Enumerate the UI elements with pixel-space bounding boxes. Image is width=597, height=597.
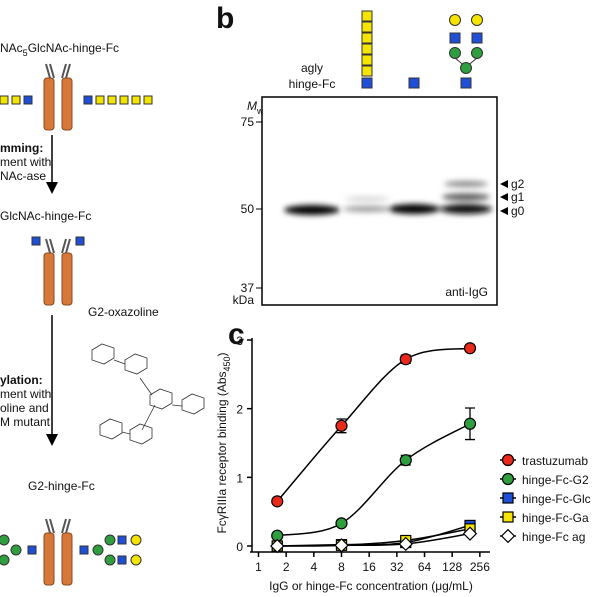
step2-line: M mutant [0,415,51,429]
band-label: g0 [511,204,525,218]
series-line [277,528,471,547]
step2-line: ment with [0,387,51,401]
lane-label-line: hinge-Fc [289,77,336,91]
series-line [276,347,471,502]
legend-marker [500,528,516,544]
series-line [277,423,471,537]
middle-label: GlcNAc-hinge-Fc [0,209,91,223]
legend-label: hinge-Fc-Ga [522,511,589,525]
point [335,517,348,530]
x-tick-label: 64 [418,560,432,574]
y-axis-label-part: FcγRIIIa receptor binding (Abs [215,371,229,533]
step1-line: ment with [0,155,51,169]
lane-glycans [361,10,483,89]
panel-letter: c [228,318,245,351]
y-tick-label: 2 [236,403,243,417]
mw-marker: 50 [241,202,255,216]
bands [284,181,492,215]
legend-label: trastuzumab [522,454,588,468]
mw-marker: 37 [241,281,255,295]
legend-marker [501,453,515,467]
point [399,353,412,366]
glycan [75,236,85,246]
legend-marker [502,492,514,504]
step1-line: NAc-ase [0,169,46,183]
y-axis-label-part: ) [215,352,229,356]
antibody-label: anti-IgG [445,285,488,299]
lane-label-line: agly [301,61,323,75]
legend-marker [502,511,514,523]
g2-glycans [0,534,142,566]
point [399,454,412,467]
point [463,342,477,355]
band-label: g1 [511,190,525,204]
antibody-icon [43,63,73,131]
panel-a: NAc5GlcNAc-hinge-Fc mming: ment with NAc… [0,41,205,586]
bottom-label: G2-hinge-Fc [28,479,95,493]
panel-letter: b [216,2,234,35]
legend-label: hinge-Fc ag [522,530,585,544]
antibody-icon [43,238,73,306]
arrowhead [500,193,508,201]
glycan-chain [0,95,153,105]
point [334,538,349,553]
x-tick-label: 256 [470,560,490,574]
point [462,526,478,541]
point [270,538,285,554]
mw-marker: 75 [241,115,255,129]
y-tick-label: 1 [236,471,243,485]
x-tick-label: 128 [442,560,462,574]
x-axis-label: IgG or hinge-Fc concentration (μg/mL) [269,579,473,593]
lane-label: agly hinge-Fc [289,61,336,91]
step2-line: ylation: [0,373,43,387]
band-label: g2 [511,177,525,191]
y-axis-label-part: 450 [222,356,232,371]
unit: kDa [233,293,255,307]
x-tick-label: 1 [255,560,262,574]
mw-label: Mw [247,99,264,116]
x-tick-label: 4 [310,560,317,574]
blot-frame [261,96,498,306]
arrowhead [500,180,508,188]
top-label: NAc5GlcNAc-hinge-Fc [0,41,119,58]
point [335,419,348,432]
chemical-structure [91,343,205,445]
series-line [277,532,471,547]
mw-ticks: 75 50 37 [241,115,262,295]
arrowhead [500,207,508,215]
step2-line: oline and [0,401,49,415]
x-tick-label: 2 [283,560,290,574]
legend-marker [501,472,515,486]
step1-line: mming: [0,141,43,155]
point [398,536,413,552]
y-tick-label: 0 [236,540,243,554]
x-tick-label: 32 [390,560,404,574]
point [463,417,477,430]
x-tick-label: 16 [362,560,376,574]
antibody-icon [43,518,73,586]
legend-label: hinge-Fc-Glc [522,492,591,506]
x-tick-label: 8 [338,560,345,574]
y-axis-label: FcγRIIIa receptor binding (Abs450) [215,352,232,533]
point [271,495,284,508]
y-tick-label: 3 [236,334,243,348]
reagent: G2-oxazoline [88,305,159,319]
legend-label: hinge-Fc-G2 [522,473,589,487]
glycan [31,236,41,246]
